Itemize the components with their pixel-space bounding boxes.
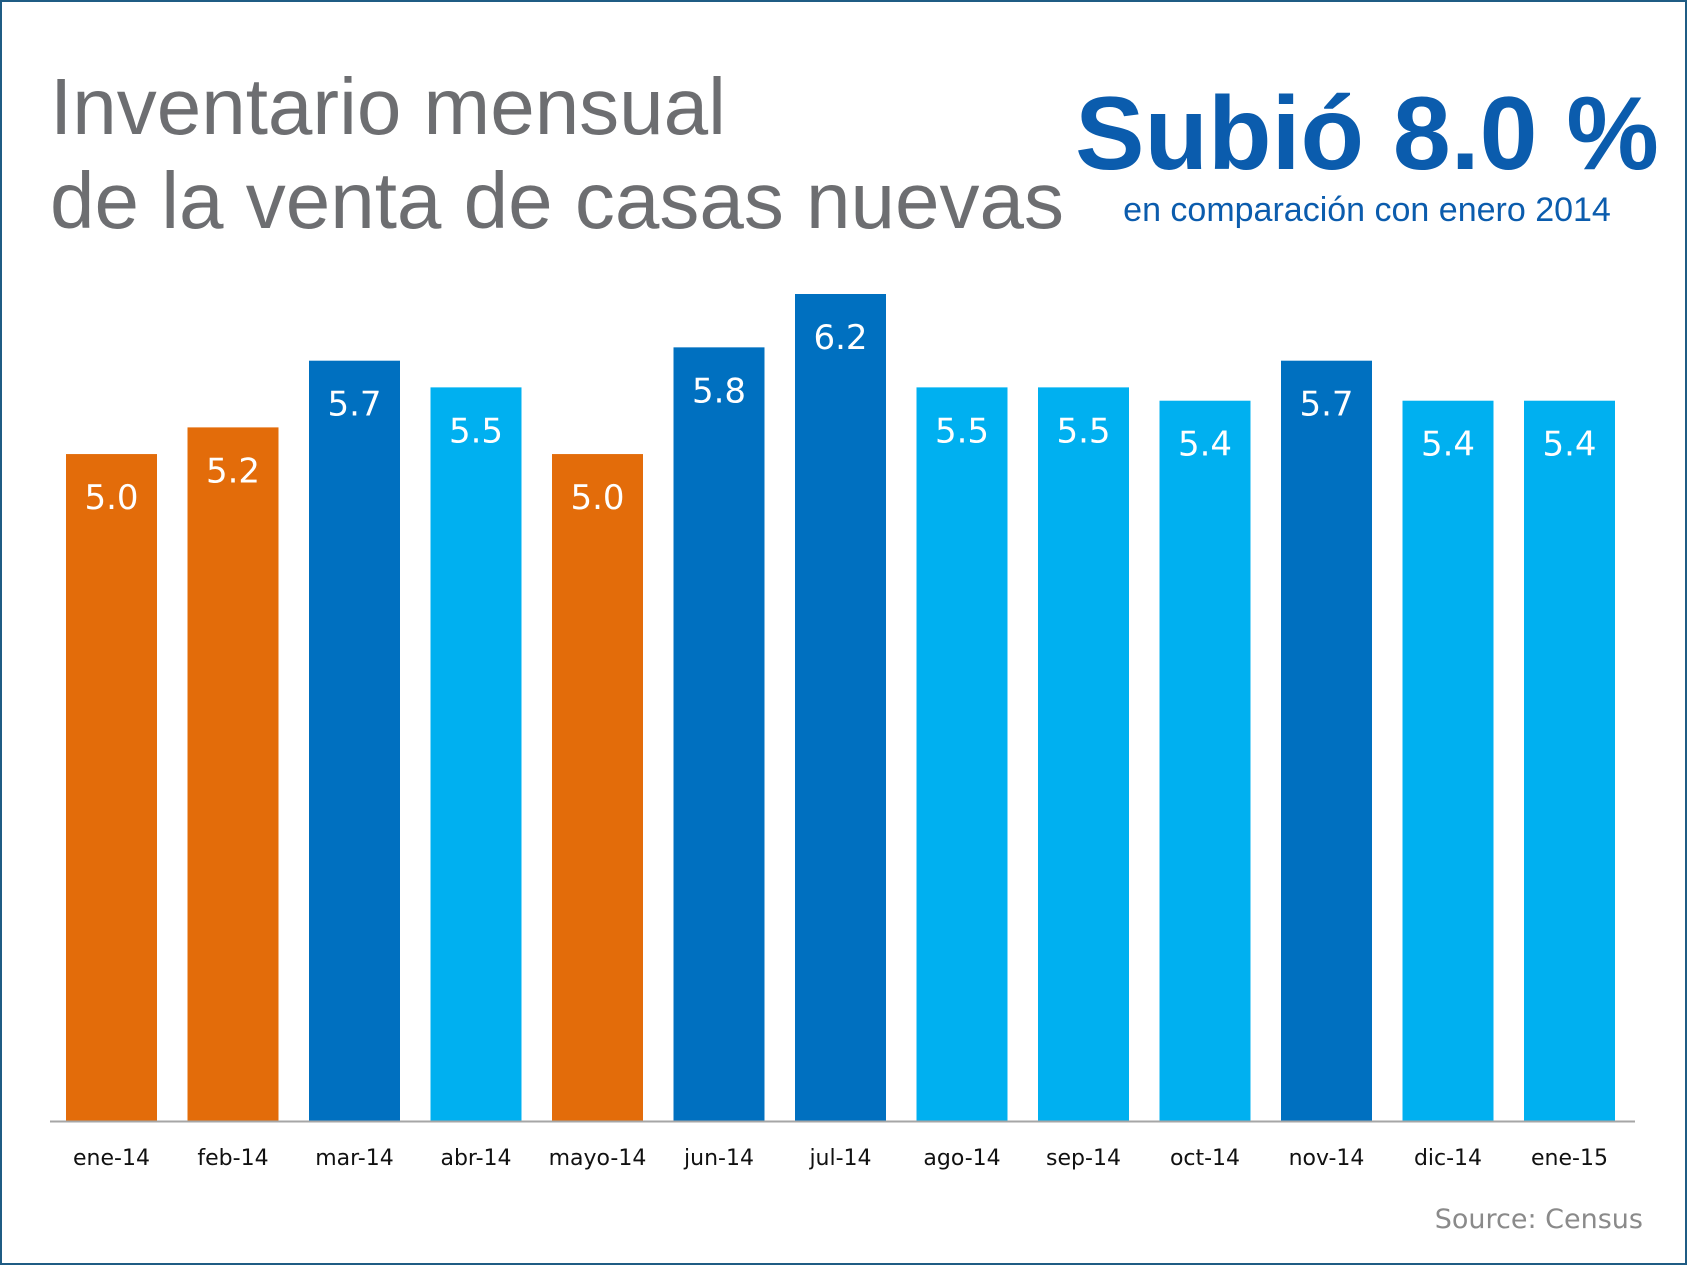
bar-ago-14: [916, 387, 1008, 1121]
chart-title: Inventario mensual de la venta de casas …: [50, 60, 1064, 248]
bar-sep-14: [1038, 387, 1129, 1121]
bar-value-label-ago-14: 5.5: [935, 411, 989, 451]
bar-value-label-abr-14: 5.5: [449, 411, 503, 451]
x-tick-label-mayo-14: mayo-14: [549, 1146, 647, 1171]
x-tick-label-nov-14: nov-14: [1289, 1146, 1365, 1171]
bar-oct-14: [1159, 400, 1251, 1121]
bar-value-label-dic-14: 5.4: [1421, 425, 1475, 465]
bar-value-label-oct-14: 5.4: [1178, 425, 1232, 465]
bar-jun-14: [673, 347, 765, 1121]
x-tick-label-ene-15: ene-15: [1531, 1146, 1608, 1171]
bar-value-label-ene-15: 5.4: [1542, 425, 1596, 465]
bar-value-label-ene-14: 5.0: [84, 478, 138, 518]
bar-mayo-14: [552, 454, 643, 1121]
bar-value-label-jul-14: 6.2: [813, 318, 867, 358]
bar-value-label-mar-14: 5.7: [327, 385, 381, 425]
bar-ene-15: [1524, 400, 1615, 1121]
bar-value-label-jun-14: 5.8: [692, 371, 746, 411]
x-tick-label-ago-14: ago-14: [923, 1146, 1000, 1171]
bar-value-label-sep-14: 5.5: [1056, 411, 1110, 451]
x-tick-label-mar-14: mar-14: [315, 1146, 393, 1171]
bar-nov-14: [1281, 360, 1372, 1121]
x-tick-label-dic-14: dic-14: [1414, 1146, 1482, 1171]
x-tick-label-feb-14: feb-14: [197, 1146, 268, 1171]
bar-abr-14: [430, 387, 522, 1121]
bar-jul-14: [795, 294, 886, 1121]
chart-title-line-2: de la venta de casas nuevas: [50, 156, 1065, 245]
x-tick-label-abr-14: abr-14: [440, 1146, 511, 1171]
bar-mar-14: [309, 360, 400, 1121]
bar-dic-14: [1402, 400, 1494, 1121]
bar-ene-14: [66, 454, 157, 1121]
x-tick-label-jul-14: jul-14: [808, 1146, 871, 1171]
bar-feb-14: [187, 427, 279, 1121]
bar-value-label-feb-14: 5.2: [206, 451, 260, 491]
bar-value-label-mayo-14: 5.0: [570, 478, 624, 518]
headline-change: Subió 8.0 %: [1075, 76, 1659, 192]
x-tick-label-jun-14: jun-14: [683, 1146, 754, 1171]
headline-comparison: en comparación con enero 2014: [1123, 191, 1611, 229]
source-note: Source: Census: [1434, 1204, 1643, 1235]
x-tick-label-ene-14: ene-14: [73, 1146, 150, 1171]
chart-title-line-1: Inventario mensual: [50, 62, 726, 151]
x-tick-label-sep-14: sep-14: [1046, 1146, 1121, 1171]
x-tick-label-oct-14: oct-14: [1170, 1146, 1240, 1171]
bar-value-label-nov-14: 5.7: [1299, 385, 1353, 425]
